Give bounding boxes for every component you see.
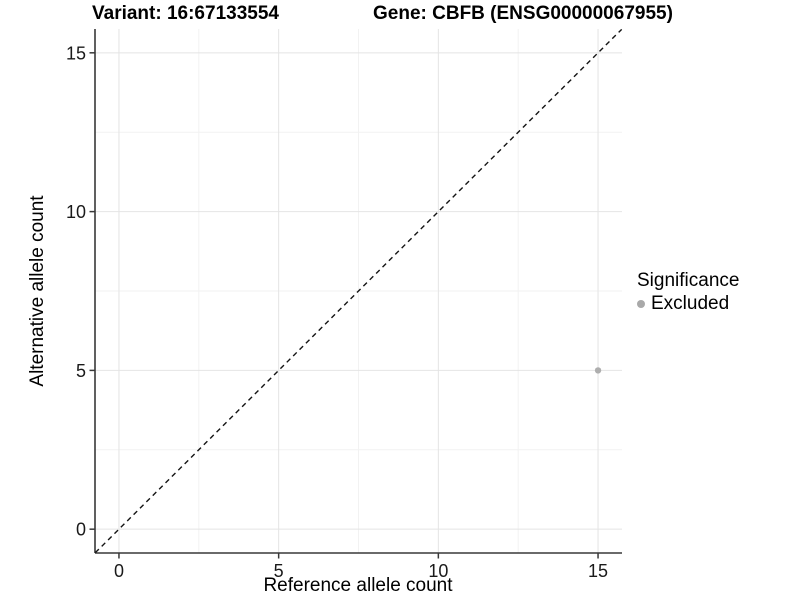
legend-title: Significance bbox=[637, 270, 740, 291]
x-axis-title: Reference allele count bbox=[263, 575, 453, 596]
legend-item-excluded: Excluded bbox=[637, 294, 739, 314]
legend-point-icon bbox=[637, 300, 645, 308]
plot-title-gene: Gene: CBFB (ENSG00000067955) bbox=[373, 3, 673, 24]
x-tick-label: 15 bbox=[588, 561, 608, 581]
y-tick-label: 15 bbox=[66, 43, 86, 63]
y-tick-label: 10 bbox=[66, 202, 86, 222]
plot-title-variant: Variant: 16:67133554 bbox=[92, 3, 279, 24]
data-point bbox=[594, 367, 602, 374]
y-tick-label: 0 bbox=[76, 520, 86, 540]
y-axis-title: Alternative allele count bbox=[27, 195, 48, 387]
x-tick-label: 0 bbox=[114, 561, 124, 581]
identity-dashed-line bbox=[94, 28, 623, 554]
legend: Significance Excluded bbox=[637, 271, 739, 314]
x-tick-label: 10 bbox=[428, 561, 448, 581]
legend-item-label: Excluded bbox=[651, 293, 730, 314]
x-tick-label: 5 bbox=[274, 561, 284, 581]
y-tick-label: 5 bbox=[76, 361, 86, 381]
